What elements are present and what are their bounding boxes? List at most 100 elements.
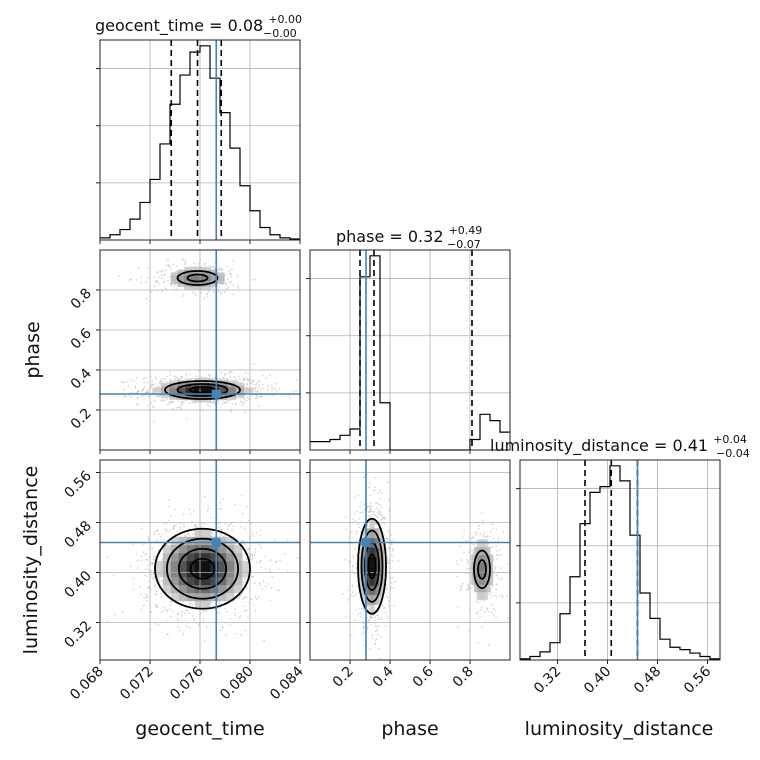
- scatter-point-geocent-time-vs-phase-1031: [164, 273, 166, 275]
- density-cell-geocent-time-vs-luminosity-distance-0-6-4: [202, 568, 211, 578]
- scatter-point-geocent-time-vs-phase-382: [230, 410, 233, 413]
- scatter-point-geocent-time-vs-luminosity-distance-469: [241, 540, 243, 542]
- scatter-point-phase-vs-luminosity-distance-720: [374, 625, 377, 628]
- scatter-point-geocent-time-vs-luminosity-distance-209: [164, 528, 166, 530]
- density-cell-geocent-time-vs-phase-1-6-1: [197, 286, 205, 290]
- scatter-point-geocent-time-vs-phase-446: [255, 382, 258, 384]
- density-cell-geocent-time-vs-phase-0-8-1: [219, 397, 228, 400]
- density-cell-phase-vs-luminosity-distance-0-2-8: [362, 528, 366, 539]
- density-cell-geocent-time-vs-phase-1-3-2: [177, 283, 185, 287]
- scatter-point-geocent-time-vs-luminosity-distance-385: [157, 549, 160, 551]
- scatter-point-phase-vs-luminosity-distance-780: [363, 622, 365, 625]
- density-cell-geocent-time-vs-phase-1-4-1: [184, 286, 192, 290]
- scatter-point-geocent-time-vs-phase-780: [253, 388, 255, 391]
- scatter-point-geocent-time-vs-phase-335: [154, 376, 157, 378]
- scatter-point-geocent-time-vs-phase-988: [165, 264, 168, 267]
- title-geocent-time: geocent_time = 0.08 +0.00: [95, 13, 302, 36]
- scatter-point-phase-vs-luminosity-distance-335: [378, 503, 380, 506]
- scatter-point-geocent-time-vs-phase-246: [221, 403, 224, 406]
- scatter-point-phase-vs-luminosity-distance-1099: [468, 551, 470, 554]
- scatter-point-phase-vs-luminosity-distance-84: [387, 547, 390, 550]
- scatter-point-phase-vs-luminosity-distance-627: [362, 629, 364, 631]
- scatter-point-geocent-time-vs-phase-828: [122, 381, 124, 384]
- scatter-point-geocent-time-vs-luminosity-distance-426: [146, 564, 149, 567]
- density-cell-phase-vs-luminosity-distance-0-4-6: [367, 547, 370, 558]
- scatter-point-phase-vs-luminosity-distance-644: [355, 532, 358, 535]
- scatter-point-geocent-time-vs-phase-900: [259, 389, 262, 391]
- scatter-point-geocent-time-vs-luminosity-distance-531: [245, 629, 247, 632]
- scatter-point-geocent-time-vs-luminosity-distance-838: [192, 615, 194, 617]
- truth-marker-geocent-time-vs-phase: [211, 389, 221, 399]
- scatter-point-phase-vs-luminosity-distance-61: [357, 494, 360, 497]
- tick-label-y-luminosity-distance-0: 0.32: [61, 618, 94, 651]
- scatter-point-phase-vs-luminosity-distance-498: [367, 515, 370, 517]
- scatter-point-phase-vs-luminosity-distance-568: [358, 518, 361, 520]
- scatter-point-geocent-time-vs-luminosity-distance-722: [151, 576, 153, 579]
- scatter-point-phase-vs-luminosity-distance-400: [374, 630, 377, 633]
- scatter-point-geocent-time-vs-luminosity-distance-808: [186, 609, 189, 611]
- density-cell-phase-vs-luminosity-distance-0-5-8: [369, 528, 373, 539]
- scatter-point-geocent-time-vs-luminosity-distance-305: [113, 613, 116, 616]
- scatter-point-geocent-time-vs-phase-1160: [195, 294, 197, 297]
- scatter-point-geocent-time-vs-luminosity-distance-858: [259, 584, 262, 587]
- density-cell-geocent-time-vs-luminosity-distance-0-4-3: [186, 576, 195, 586]
- contour-phase-vs-luminosity-distance-0-3: [357, 517, 387, 615]
- scatter-point-phase-vs-luminosity-distance-620: [375, 502, 377, 505]
- density-cell-geocent-time-vs-phase-0-10-7: [235, 382, 245, 386]
- scatter-point-geocent-time-vs-luminosity-distance-562: [140, 559, 143, 562]
- density-cell-phase-vs-luminosity-distance-1-2-3: [471, 576, 475, 585]
- scatter-point-geocent-time-vs-luminosity-distance-326: [246, 596, 248, 599]
- title-luminosity-distance-label: luminosity_distance: [490, 436, 649, 456]
- tick-label-x-phase-0: 0.2: [330, 664, 357, 691]
- scatter-point-geocent-time-vs-luminosity-distance-1084: [148, 586, 150, 588]
- scatter-point-phase-vs-luminosity-distance-559: [380, 514, 382, 516]
- scatter-point-geocent-time-vs-luminosity-distance-424: [146, 575, 149, 578]
- scatter-point-geocent-time-vs-phase-979: [118, 275, 121, 277]
- scatter-point-geocent-time-vs-luminosity-distance-463: [158, 578, 161, 581]
- scatter-point-phase-vs-luminosity-distance-1035: [481, 606, 483, 609]
- scatter-point-geocent-time-vs-phase-1120: [153, 285, 156, 288]
- scatter-point-geocent-time-vs-phase-1009: [139, 281, 142, 284]
- scatter-point-phase-vs-luminosity-distance-982: [475, 600, 478, 603]
- scatter-point-phase-vs-luminosity-distance-236: [361, 620, 364, 623]
- scatter-point-phase-vs-luminosity-distance-172: [386, 596, 389, 599]
- scatter-point-geocent-time-vs-luminosity-distance-604: [243, 610, 246, 612]
- scatter-point-geocent-time-vs-phase-289: [122, 388, 125, 391]
- density-cell-geocent-time-vs-phase-1-4-8: [184, 266, 192, 270]
- scatter-point-geocent-time-vs-luminosity-distance-687: [193, 618, 196, 620]
- scatter-point-phase-vs-luminosity-distance-941: [491, 545, 494, 548]
- density-cell-geocent-time-vs-luminosity-distance-0-11-5: [242, 560, 251, 570]
- scatter-point-phase-vs-luminosity-distance-1160: [496, 554, 498, 557]
- scatter-point-geocent-time-vs-phase-1150: [169, 282, 172, 285]
- scatter-point-geocent-time-vs-luminosity-distance-939: [195, 526, 198, 529]
- scatter-point-phase-vs-luminosity-distance-957: [460, 559, 462, 561]
- scatter-point-geocent-time-vs-luminosity-distance-1095: [140, 608, 143, 611]
- scatter-point-phase-vs-luminosity-distance-1016: [483, 599, 486, 602]
- scatter-point-phase-vs-luminosity-distance-1133: [475, 533, 477, 536]
- title-geocent-time-label: geocent_time: [95, 16, 204, 36]
- scatter-point-geocent-time-vs-luminosity-distance-356: [170, 600, 172, 603]
- scatter-point-geocent-time-vs-phase-985: [193, 262, 196, 265]
- scatter-point-phase-vs-luminosity-distance-622: [366, 524, 369, 527]
- scatter-point-geocent-time-vs-luminosity-distance-1067: [150, 573, 153, 576]
- scatter-point-geocent-time-vs-phase-253: [254, 387, 257, 390]
- tick-label-x-luminosity-distance-3: 0.56: [681, 663, 714, 696]
- scatter-point-geocent-time-vs-phase-1111: [158, 283, 161, 285]
- density-cell-geocent-time-vs-phase-1-2-3: [170, 280, 178, 284]
- density-cell-phase-vs-luminosity-distance-0-0-4: [358, 566, 361, 577]
- scatter-point-geocent-time-vs-phase-1036: [224, 291, 226, 293]
- scatter-point-geocent-time-vs-luminosity-distance-593: [216, 611, 219, 614]
- scatter-point-geocent-time-vs-luminosity-distance-462: [239, 615, 242, 618]
- density-cell-phase-vs-luminosity-distance-1-6-4: [482, 569, 486, 578]
- density-cell-phase-vs-luminosity-distance-0-6-0: [372, 604, 375, 615]
- scatter-point-geocent-time-vs-phase-588: [206, 403, 209, 406]
- scatter-point-phase-vs-luminosity-distance-345: [352, 556, 355, 559]
- scatter-point-geocent-time-vs-phase-1151: [156, 281, 159, 283]
- scatter-point-geocent-time-vs-phase-1143: [217, 290, 220, 293]
- title-phase-minus: −0.07: [447, 238, 481, 251]
- scatter-point-phase-vs-luminosity-distance-959: [507, 617, 509, 620]
- scatter-point-phase-vs-luminosity-distance-961: [472, 544, 475, 546]
- scatter-point-geocent-time-vs-luminosity-distance-955: [218, 612, 221, 615]
- scatter-point-geocent-time-vs-luminosity-distance-370: [176, 530, 179, 533]
- scatter-point-geocent-time-vs-phase-1189: [221, 268, 224, 271]
